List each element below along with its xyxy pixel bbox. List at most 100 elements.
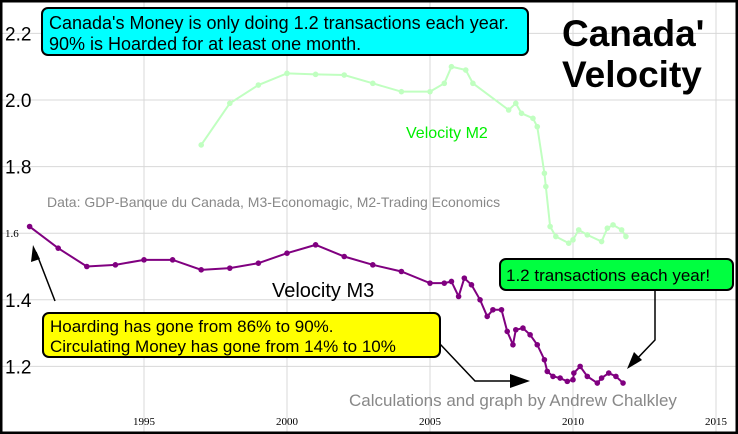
arrow-to-2012 <box>631 290 656 365</box>
y-tick-label: 1.2 <box>5 357 31 378</box>
x-tick-label: 2015 <box>705 416 728 428</box>
data-point <box>112 262 119 268</box>
data-point <box>510 341 516 348</box>
data-point <box>520 325 526 331</box>
data-point <box>448 278 455 285</box>
data-point <box>598 375 605 381</box>
data-point <box>427 88 433 95</box>
data-point <box>565 240 572 246</box>
data-point <box>543 183 549 190</box>
data-point <box>618 227 625 233</box>
data-point <box>477 297 483 303</box>
m3-series-label: Velocity M3 <box>272 280 374 302</box>
data-point <box>584 373 591 380</box>
data-point <box>26 223 33 230</box>
data-point <box>541 356 548 363</box>
arrow-to-1991 <box>35 251 56 302</box>
arrowhead-icon <box>627 352 642 369</box>
top-callout-line-1: Canada's Money is only doing 1.2 transac… <box>49 13 509 33</box>
data-point <box>198 267 204 273</box>
data-point <box>55 245 61 251</box>
x-tick-label: 1995 <box>133 416 156 428</box>
data-point <box>547 223 553 230</box>
arrowhead-icon <box>510 374 530 388</box>
data-point <box>341 72 348 78</box>
data-point <box>541 170 548 177</box>
data-point <box>598 238 605 245</box>
data-point <box>448 63 455 70</box>
data-point <box>398 88 405 95</box>
data-point <box>550 373 556 380</box>
data-point <box>490 306 496 313</box>
m2-series-label: Velocity M2 <box>406 125 488 142</box>
data-point <box>620 380 626 386</box>
transactions-callout-text: 1.2 transactions each year! <box>506 266 710 285</box>
data-point <box>577 363 583 370</box>
credit-note: Calculations and graph by Andrew Chalkle… <box>349 391 677 410</box>
y-tick-label: 1.4 <box>5 291 32 312</box>
annotation-arrows <box>35 251 656 382</box>
data-point <box>284 250 290 256</box>
arrowhead-icon <box>31 245 40 262</box>
data-point <box>584 232 591 238</box>
data-point <box>513 326 519 333</box>
data-point <box>255 260 262 266</box>
data-point <box>504 328 511 335</box>
data-point <box>141 257 147 263</box>
data-point <box>575 227 582 233</box>
data-point <box>610 222 616 228</box>
hoarding-callout-box <box>42 312 441 358</box>
data-point <box>553 233 559 240</box>
y-tick-label: 2.2 <box>5 24 31 45</box>
data-point <box>461 275 468 281</box>
data-point <box>470 80 476 87</box>
data-point <box>255 82 262 88</box>
data-point <box>613 373 619 380</box>
data-point <box>312 242 319 248</box>
data-point <box>534 341 541 348</box>
data-point <box>398 268 405 275</box>
data-point <box>557 375 563 381</box>
data-point <box>441 80 448 87</box>
data-point <box>605 370 612 376</box>
x-tick-label: 2005 <box>419 416 442 428</box>
data-point <box>623 233 629 240</box>
x-tick-label: 2000 <box>276 416 299 428</box>
data-point <box>312 71 319 78</box>
data-point <box>84 263 90 270</box>
data-point <box>534 123 541 130</box>
data-point <box>604 225 611 232</box>
data-point <box>564 378 571 385</box>
series-layer <box>26 63 629 386</box>
data-point <box>505 107 512 113</box>
data-point <box>341 253 348 260</box>
data-point <box>530 115 536 122</box>
hoarding-callout-line-1: Hoarding has gone from 86% to 90%. <box>50 317 334 336</box>
hoarding-callout-line-2: Circulating Money has gone from 14% to 1… <box>50 337 396 356</box>
data-point <box>370 80 376 87</box>
data-point <box>227 100 233 107</box>
data-point <box>169 257 176 263</box>
data-point <box>571 370 577 376</box>
data-point <box>570 237 576 243</box>
chart-title-line-2: Velocity <box>562 54 702 95</box>
y-tick-label: 1.8 <box>5 158 31 179</box>
top-callout-line-2: 90% is Hoarded for at least one month. <box>49 34 361 54</box>
data-point <box>284 70 290 77</box>
data-point <box>570 376 576 383</box>
data-point <box>484 313 491 320</box>
y-tick-label: 1.6 <box>5 228 19 240</box>
top-callout-box <box>41 7 529 56</box>
data-point <box>468 282 475 288</box>
data-point <box>498 306 505 313</box>
data-point <box>594 380 601 386</box>
data-point <box>227 265 233 271</box>
data-source-note: Data: GDP-Banque du Canada, M3-Economagi… <box>47 194 500 210</box>
data-point <box>427 280 433 286</box>
y-tick-label: 2.0 <box>5 91 31 112</box>
data-point <box>441 280 448 286</box>
series-line-m3 <box>28 225 624 385</box>
